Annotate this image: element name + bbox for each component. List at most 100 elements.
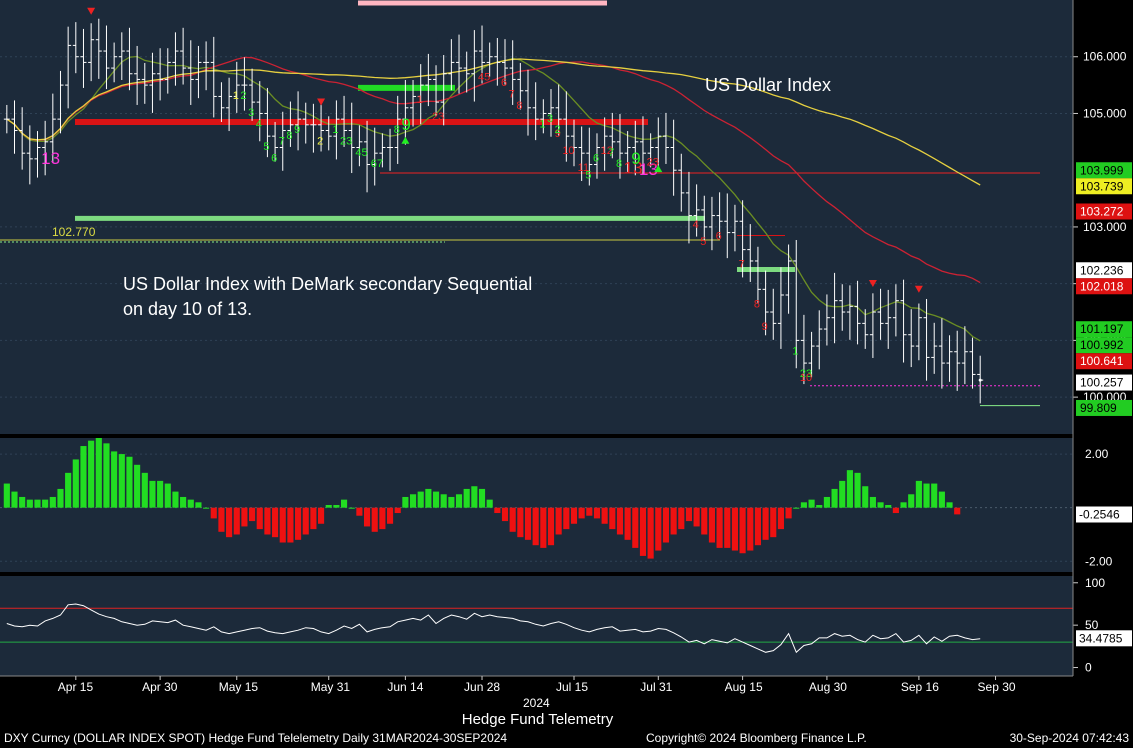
ohlc-bar xyxy=(885,289,892,349)
oscillator-bar xyxy=(11,491,18,508)
ohlc-bar xyxy=(570,119,577,167)
last-price-marker xyxy=(978,378,982,382)
ohlc-bar xyxy=(42,120,49,176)
ohlc-bar xyxy=(433,65,440,117)
ohlc-bar xyxy=(256,81,263,142)
ohlc-bar xyxy=(525,69,532,136)
annotation-line-2: on day 10 of 13. xyxy=(123,299,252,319)
price-tag-label: 100.992 xyxy=(1080,338,1124,352)
demark-count: 23 xyxy=(340,135,352,147)
ohlc-bar xyxy=(724,193,731,259)
price-tag-label: 103.999 xyxy=(1080,163,1124,177)
oscillator-bar xyxy=(264,507,271,535)
ohlc-bar xyxy=(318,99,325,152)
moving-average-line xyxy=(6,56,981,284)
oscillator-bar xyxy=(134,464,141,508)
ohlc-bar xyxy=(877,288,884,340)
ohlc-bar xyxy=(555,84,562,136)
ohlc-bar xyxy=(149,52,156,113)
annotation-line-1: US Dollar Index with DeMark secondary Se… xyxy=(123,274,532,294)
sell-arrow-icon xyxy=(87,7,96,15)
oscillator-bar xyxy=(609,507,616,530)
ohlc-bar xyxy=(563,91,570,162)
demark-count: 5 xyxy=(263,141,269,153)
oscillator-bar xyxy=(524,507,532,540)
demark-count: 2 xyxy=(555,124,561,136)
demark-count: 3 xyxy=(547,113,553,125)
ohlc-bar xyxy=(249,68,256,121)
oscillator-bar xyxy=(295,507,302,540)
ohlc-bar xyxy=(762,270,769,336)
oscillator-bar xyxy=(379,507,386,530)
demark-count: 23 xyxy=(647,157,659,169)
ohlc-bar xyxy=(494,38,501,86)
rsi-tick-label: 0 xyxy=(1085,661,1092,675)
rsi-panel: 100 50 0 34.4785 xyxy=(0,576,1133,676)
demark-count: 6 xyxy=(593,153,599,165)
ohlc-bar xyxy=(72,22,79,74)
price-tag-label: 99.809 xyxy=(1080,401,1117,415)
oscillator-bar xyxy=(808,499,815,508)
ohlc-bar xyxy=(279,111,286,171)
oscillator-bar xyxy=(256,507,263,530)
oscillator-bar xyxy=(172,491,179,508)
oscillator-bar xyxy=(570,507,578,524)
ohlc-bar xyxy=(180,27,187,85)
ohlc-bar xyxy=(854,280,861,345)
ohlc-bar xyxy=(364,120,371,193)
demark-count: 5 xyxy=(700,236,706,248)
ohlc-bar xyxy=(394,95,401,164)
price-tick-label: 105.000 xyxy=(1083,106,1127,120)
ohlc-bar xyxy=(532,82,539,141)
oscillator-bar xyxy=(394,507,401,514)
ohlc-bar xyxy=(210,36,217,118)
oscillator-bar xyxy=(455,494,463,508)
ohlc-bar xyxy=(26,125,33,185)
demark-count: 2 xyxy=(240,90,246,102)
ohlc-bar xyxy=(540,99,547,134)
oscillator-bar xyxy=(279,507,286,543)
oscillator-bar xyxy=(946,502,953,508)
oscillator-bar xyxy=(540,507,547,548)
x-axis: Apr 15 Apr 30 May 15 May 31 Jun 14 Jun 28 Jul … xyxy=(0,0,1074,710)
footer-title: Hedge Fund Telemetry xyxy=(461,711,614,728)
ohlc-bar xyxy=(969,337,976,389)
demark-count: 8 xyxy=(616,158,622,170)
demark-count: 12 xyxy=(601,145,613,157)
ohlc-bar xyxy=(325,116,332,151)
ohlc-bar xyxy=(486,42,493,77)
oscillator-bar xyxy=(425,488,432,508)
footer-left: DXY Curncy (DOLLAR INDEX SPOT) Hedge Fun… xyxy=(4,731,508,745)
ohlc-bar xyxy=(410,79,417,127)
ohlc-bar xyxy=(88,23,95,82)
oscillator-bar xyxy=(616,507,624,535)
ohlc-bar xyxy=(923,298,930,381)
demark-count: 13 xyxy=(639,160,658,179)
oscillator-bar xyxy=(900,502,907,508)
ohlc-bar xyxy=(639,116,646,175)
ohlc-bar xyxy=(95,18,102,79)
oscillator-bar xyxy=(793,507,800,509)
ohlc-bar xyxy=(440,55,447,126)
oscillator-bar xyxy=(218,507,225,532)
ohlc-bar xyxy=(662,112,669,164)
ohlc-bar xyxy=(509,40,516,105)
price-tag-label: 103.739 xyxy=(1080,179,1124,193)
ohlc-bar xyxy=(747,224,754,282)
oscillator-bar xyxy=(701,507,708,535)
oscillator-bar xyxy=(693,507,700,527)
oscillator-bar xyxy=(440,494,447,508)
rsi-axis-area xyxy=(1073,576,1133,676)
oscillator-bar xyxy=(126,456,133,508)
ohlc-bar xyxy=(141,62,148,104)
ohlc-bar xyxy=(670,119,677,196)
x-tick-label: Aug 15 xyxy=(725,680,763,694)
oscillator-bar xyxy=(409,494,417,508)
ohlc-bar xyxy=(678,153,685,212)
ohlc-bar xyxy=(264,87,271,158)
oscillator-bar xyxy=(340,499,348,508)
ohlc-bar xyxy=(187,40,194,105)
ohlc-bar xyxy=(655,117,662,171)
oscillator-bar xyxy=(532,507,539,546)
x-tick-label: Jun 14 xyxy=(387,680,423,694)
